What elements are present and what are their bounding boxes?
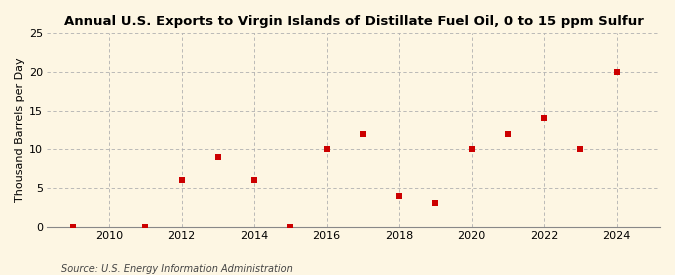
Point — [394, 194, 404, 198]
Point — [213, 155, 223, 159]
Point — [502, 132, 513, 136]
Point — [575, 147, 586, 152]
Title: Annual U.S. Exports to Virgin Islands of Distillate Fuel Oil, 0 to 15 ppm Sulfur: Annual U.S. Exports to Virgin Islands of… — [64, 15, 644, 28]
Point — [140, 224, 151, 229]
Point — [285, 224, 296, 229]
Point — [466, 147, 477, 152]
Point — [176, 178, 187, 182]
Point — [248, 178, 259, 182]
Point — [321, 147, 332, 152]
Point — [611, 70, 622, 74]
Point — [357, 132, 368, 136]
Text: Source: U.S. Energy Information Administration: Source: U.S. Energy Information Administ… — [61, 264, 292, 274]
Y-axis label: Thousand Barrels per Day: Thousand Barrels per Day — [15, 58, 25, 202]
Point — [430, 201, 441, 206]
Point — [539, 116, 549, 120]
Point — [68, 224, 78, 229]
